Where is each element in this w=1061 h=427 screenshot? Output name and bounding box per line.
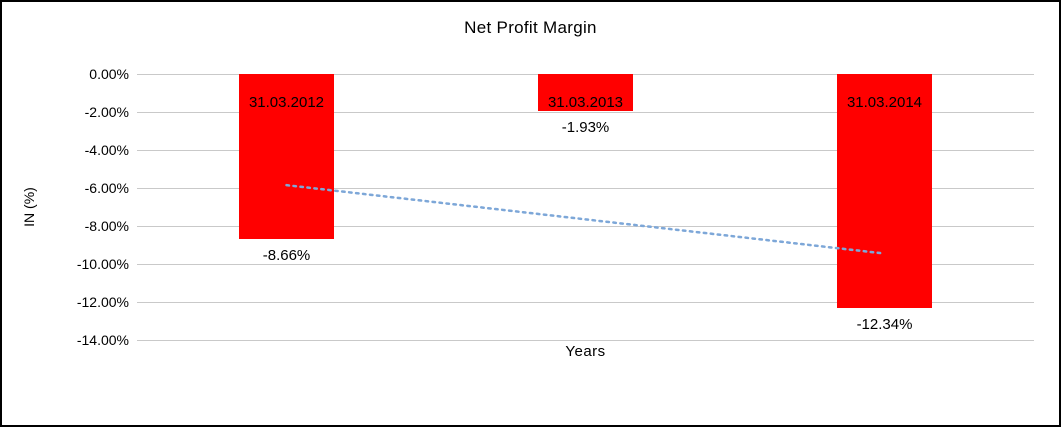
category-label: 31.03.2012 <box>248 94 325 111</box>
bar-31.03.2013 <box>538 74 633 111</box>
y-tick-label: -14.00% <box>76 332 129 348</box>
bar-31.03.2012 <box>239 74 334 239</box>
gridline <box>137 264 1034 265</box>
category-label: 31.03.2013 <box>547 94 624 111</box>
y-axis-ticks: 0.00% -2.00% -4.00% -6.00% -8.00% -10.00% -12.… <box>32 2 129 425</box>
chart-title: Net Profit Margin <box>464 18 597 37</box>
gridline <box>137 226 1034 227</box>
value-label: -8.66% <box>262 246 311 264</box>
y-tick-label: -2.00% <box>84 104 129 120</box>
plot-area: 31.03.2012 -8.66% 31.03.2013 -1.93% 31.03.20… <box>137 74 1034 341</box>
gridline <box>137 340 1034 341</box>
gridline <box>137 302 1034 303</box>
value-label: -1.93% <box>561 118 610 136</box>
gridline <box>137 188 1034 189</box>
category-label: 31.03.2014 <box>846 94 923 111</box>
gridline <box>137 112 1034 113</box>
trendline <box>285 183 886 255</box>
y-tick-label: -6.00% <box>84 180 129 196</box>
y-tick-label: -10.00% <box>76 256 129 272</box>
y-tick-label: 0.00% <box>89 66 129 82</box>
gridline <box>137 150 1034 151</box>
bar-31.03.2014 <box>837 74 932 309</box>
y-tick-label: -12.00% <box>76 294 129 310</box>
value-label: -12.34% <box>856 316 913 334</box>
y-tick-label: -8.00% <box>84 218 129 234</box>
x-axis-title: Years <box>565 343 606 360</box>
y-tick-label: -4.00% <box>84 142 129 158</box>
